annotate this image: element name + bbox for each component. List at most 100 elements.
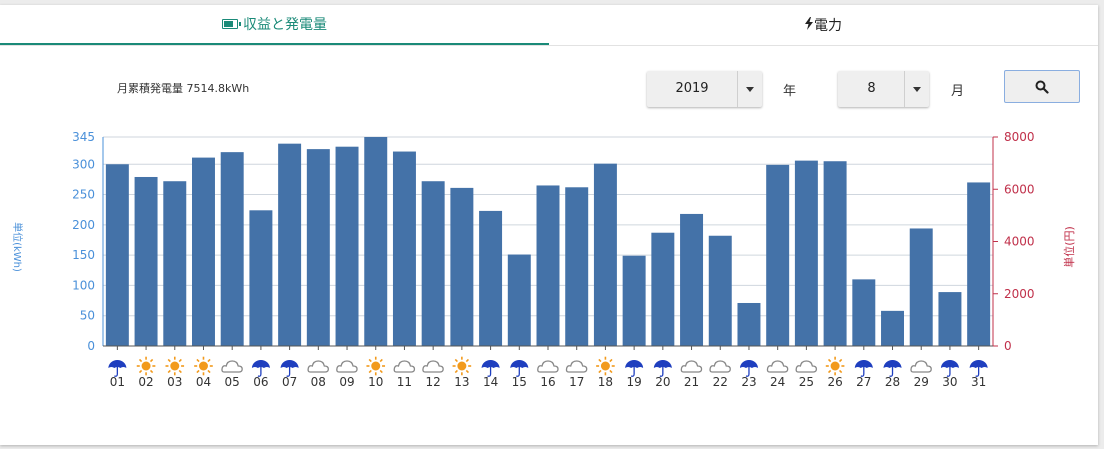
y-tick-label: 345 xyxy=(72,130,95,144)
x-tick-label: 11 xyxy=(397,375,412,389)
chevron-down-icon[interactable] xyxy=(737,71,762,107)
bar-day-03 xyxy=(163,181,187,346)
x-tick-label: 04 xyxy=(196,375,211,389)
bar-day-01 xyxy=(105,164,129,346)
x-tick-label: 23 xyxy=(741,375,756,389)
bar-day-27 xyxy=(852,279,876,346)
x-tick-label: 27 xyxy=(856,375,871,389)
bar-day-28 xyxy=(881,310,904,346)
cloud-icon xyxy=(680,360,703,373)
cloud-icon xyxy=(910,360,932,373)
umbrella-icon xyxy=(108,360,127,377)
bar-day-02 xyxy=(134,176,158,346)
bar-day-26 xyxy=(823,161,847,346)
y2-tick-label: 0 xyxy=(1004,339,1012,353)
tab-revenue-generation-label: 収益と発電量 xyxy=(243,17,327,33)
bar-day-24 xyxy=(766,164,790,346)
month-select[interactable]: 8 xyxy=(838,71,929,107)
y-tick-label: 300 xyxy=(72,157,95,171)
x-tick-label: 09 xyxy=(339,375,354,389)
x-tick-label: 08 xyxy=(311,375,326,389)
y-tick-label: 50 xyxy=(80,309,95,323)
bar-day-22 xyxy=(708,235,732,346)
x-tick-label: 22 xyxy=(713,375,728,389)
x-tick-label: 24 xyxy=(770,375,785,389)
year-select-value: 2019 xyxy=(675,81,709,96)
x-tick-label: 21 xyxy=(684,375,699,389)
umbrella-icon xyxy=(251,360,270,377)
x-tick-label: 06 xyxy=(253,375,268,389)
x-tick-label: 30 xyxy=(942,375,957,389)
x-tick-label: 13 xyxy=(454,375,469,389)
x-tick-label: 15 xyxy=(512,375,527,389)
month-select-value: 8 xyxy=(867,81,876,96)
sun-icon xyxy=(194,356,213,376)
x-tick-label: 25 xyxy=(799,375,814,389)
search-icon xyxy=(1035,80,1049,94)
bar-day-07 xyxy=(278,143,302,346)
umbrella-icon xyxy=(854,360,873,377)
umbrella-icon xyxy=(625,360,644,377)
bar-day-06 xyxy=(249,210,273,346)
x-tick-label: 14 xyxy=(483,375,498,389)
sun-icon xyxy=(136,356,156,376)
cloud-icon xyxy=(795,360,818,373)
search-button[interactable] xyxy=(1004,70,1080,103)
bar-day-14 xyxy=(479,210,503,346)
bar-day-16 xyxy=(536,185,560,346)
tab-bar: 収益と発電量 電力 xyxy=(0,5,1098,46)
bar-day-19 xyxy=(622,255,646,346)
bar-day-04 xyxy=(192,157,215,346)
bar-day-29 xyxy=(909,228,933,346)
y-tick-label: 200 xyxy=(72,218,95,232)
cloud-icon xyxy=(393,360,416,373)
tab-power[interactable]: 電力 xyxy=(549,5,1098,45)
bar-chart: 0501001502002503003450200040006000800001… xyxy=(11,130,1076,389)
sun-icon xyxy=(452,356,472,376)
x-tick-label: 19 xyxy=(626,375,641,389)
cloud-icon xyxy=(307,360,329,373)
monthly-total-generation: 月累積発電量 7514.8kWh xyxy=(117,82,250,95)
y2-tick-label: 6000 xyxy=(1004,182,1035,196)
bar-day-09 xyxy=(335,146,359,346)
bar-day-10 xyxy=(364,137,388,346)
x-tick-label: 12 xyxy=(426,375,441,389)
x-tick-label: 17 xyxy=(569,375,584,389)
bar-day-15 xyxy=(507,254,531,346)
cloud-icon xyxy=(336,360,358,373)
bar-day-21 xyxy=(680,213,704,346)
tab-power-label: 電力 xyxy=(814,18,842,34)
sun-icon xyxy=(596,356,615,376)
umbrella-icon xyxy=(653,360,672,377)
umbrella-icon xyxy=(739,360,758,377)
cloud-icon xyxy=(565,360,588,373)
sun-icon xyxy=(825,356,845,376)
bar-day-31 xyxy=(967,182,991,346)
cloud-icon xyxy=(422,360,444,373)
y-tick-label: 150 xyxy=(72,248,95,262)
x-tick-label: 01 xyxy=(110,375,125,389)
y2-axis-title: 単位(円) xyxy=(1062,226,1076,268)
tab-revenue-generation[interactable]: 収益と発電量 xyxy=(0,5,549,45)
x-tick-label: 18 xyxy=(598,375,613,389)
umbrella-icon xyxy=(969,360,988,377)
bar-day-18 xyxy=(593,163,617,346)
y2-tick-label: 8000 xyxy=(1004,130,1035,144)
y2-tick-label: 4000 xyxy=(1004,235,1035,249)
cloud-icon xyxy=(221,360,243,373)
umbrella-icon xyxy=(280,360,299,377)
x-tick-label: 20 xyxy=(655,375,670,389)
bar-day-23 xyxy=(737,302,761,346)
chevron-down-icon[interactable] xyxy=(904,71,929,107)
x-tick-label: 29 xyxy=(914,375,929,389)
x-tick-label: 05 xyxy=(225,375,240,389)
cloud-icon xyxy=(709,360,731,373)
x-tick-label: 31 xyxy=(971,375,986,389)
cloud-icon xyxy=(537,360,559,373)
y-tick-label: 0 xyxy=(87,339,95,353)
x-tick-label: 07 xyxy=(282,375,297,389)
battery-icon xyxy=(222,19,241,29)
x-tick-label: 26 xyxy=(827,375,842,389)
year-select[interactable]: 2019 xyxy=(647,71,762,107)
